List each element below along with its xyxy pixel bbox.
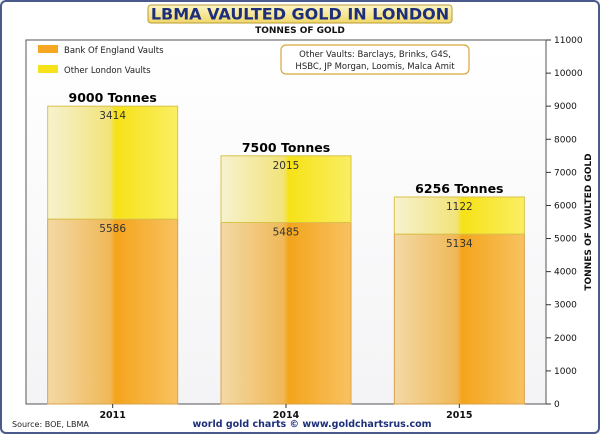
y-tick-label: 8000	[554, 135, 577, 145]
annotation-line-2: HSBC, JP Morgan, Loomis, Malca Amit	[295, 62, 455, 72]
y-tick-label: 1000	[554, 367, 577, 377]
legend: Bank Of England Vaults Other London Vaul…	[38, 45, 164, 76]
legend-label-other: Other London Vaults	[64, 66, 151, 76]
y-tick-label: 11000	[554, 36, 583, 46]
footer-credit: world gold charts © www.goldchartsrus.co…	[192, 419, 431, 430]
data-label-boe-2015: 5134	[446, 238, 473, 250]
data-label-boe-2014: 5485	[273, 226, 300, 238]
source-note: Source: BOE, LBMA	[12, 420, 89, 429]
y-tick-label: 7000	[554, 168, 577, 178]
data-label-other-2011: 3414	[99, 110, 126, 122]
bar-group: 5586 3414 9000 Tonnes 5485 2015 7500 Tonnes 51…	[47, 90, 525, 405]
y-tick-label: 6000	[554, 201, 577, 211]
annotation-box	[280, 44, 470, 75]
annotation: Other Vaults: Barclays, Brinks, G4S, HSB…	[280, 44, 470, 75]
title-banner	[147, 4, 453, 24]
bar-boe-2014	[220, 221, 352, 405]
y-tick-label: 4000	[554, 268, 577, 278]
total-label-2014: 7500 Tonnes	[242, 140, 330, 155]
legend-label-boe: Bank Of England Vaults	[64, 46, 164, 56]
bar-boe-2011	[47, 218, 179, 405]
legend-swatch-boe	[38, 45, 58, 53]
y-tick-label: 10000	[554, 69, 583, 79]
y-tick-label: 0	[554, 400, 560, 410]
data-label-boe-2011: 5586	[99, 223, 126, 235]
total-label-2015: 6256 Tonnes	[415, 181, 503, 196]
bar-other-2011	[47, 105, 179, 220]
total-label-2011: 9000 Tonnes	[69, 90, 157, 105]
y-tick-label: 9000	[554, 102, 577, 112]
data-label-other-2015: 1122	[446, 201, 473, 213]
x-tick-label: 2011	[99, 410, 125, 421]
y-tick-label: 3000	[554, 301, 577, 311]
chart-subtitle: TONNES OF GOLD	[255, 26, 345, 36]
bar-boe-2015	[393, 233, 525, 405]
x-tick-label: 2015	[446, 410, 472, 421]
y-axis-label: TONNES OF VAULTED GOLD	[584, 153, 594, 290]
bar-other-2015	[393, 196, 525, 235]
y-tick-label: 2000	[554, 334, 577, 344]
legend-swatch-other	[38, 65, 58, 73]
x-axis: 2011 2014 2015	[99, 404, 473, 421]
annotation-line-1: Other Vaults: Barclays, Brinks, G4S,	[299, 50, 451, 60]
x-tick-label: 2014	[273, 410, 300, 421]
y-axis: 0 1000 2000 3000 4000 5000 6000 7000 8000 9000 100…	[546, 36, 583, 410]
bar-other-2014	[220, 155, 352, 223]
data-label-other-2014: 2015	[273, 160, 300, 172]
y-tick-label: 5000	[554, 235, 577, 245]
chart-title: LBMA VAULTED GOLD IN LONDON	[151, 5, 449, 24]
